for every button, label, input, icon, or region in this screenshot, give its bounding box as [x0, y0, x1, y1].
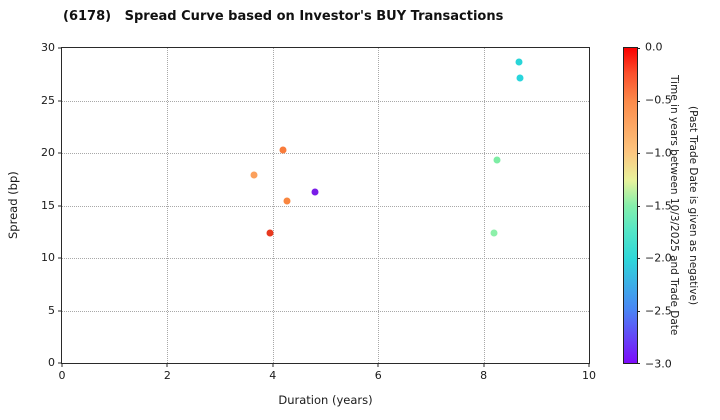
colorbar-tick-label: 0.0	[645, 40, 663, 54]
colorbar-tick-label: −2.0	[645, 251, 672, 265]
scatter-point	[515, 58, 523, 66]
colorbar-tick-mark	[637, 363, 640, 364]
x-tick-mark	[483, 363, 485, 367]
plot-area: 0 2 4 6 8 10 0 5 10 15 20 25 30	[41, 41, 596, 382]
colorbar-tick-mark	[637, 153, 640, 154]
colorbar-label-line2: (Past Trade Date is given as negative)	[687, 105, 699, 306]
colorbar-label-line1: Time in years between 10/3/2025 and Trad…	[668, 75, 680, 336]
colorbar-tick-mark	[637, 48, 640, 49]
x-tick-mark	[588, 363, 590, 367]
y-tick-label: 10	[41, 250, 55, 264]
y-tick-label: 20	[41, 145, 55, 159]
colorbar	[623, 47, 640, 364]
scatter-point	[311, 188, 319, 196]
colorbar-tick-label: −0.5	[645, 93, 672, 107]
colorbar-tick-mark	[637, 100, 640, 102]
y-tick-label: 5	[48, 303, 55, 317]
y-tick-label: 0	[48, 355, 55, 369]
y-tick-mark	[58, 310, 62, 311]
y-tick-mark	[58, 205, 62, 206]
colorbar-tick-mark	[637, 258, 640, 259]
scatter-point	[266, 229, 274, 237]
scatter-point	[516, 74, 524, 82]
y-tick-mark	[58, 152, 62, 154]
chart-title: (6178) Spread Curve based on Investor's …	[63, 9, 504, 24]
x-tick-mark	[61, 363, 63, 367]
colorbar-tick-label: −1.0	[645, 146, 672, 160]
x-axis-label: Duration (years)	[278, 393, 373, 407]
y-tick-mark	[58, 257, 62, 259]
x-tick-mark	[377, 363, 379, 367]
x-tick-label: 6	[374, 369, 382, 382]
x-tick-label: 4	[269, 369, 277, 382]
y-tick-label: 15	[41, 198, 55, 212]
colorbar-label: Time in years between 10/3/2025 and Trad…	[664, 47, 702, 364]
x-tick-label: 10	[582, 369, 596, 382]
x-tick-label: 2	[163, 369, 171, 382]
x-tick-mark	[272, 363, 274, 367]
colorbar-tick-mark	[637, 310, 640, 312]
x-tick-mark	[166, 363, 168, 367]
colorbar-tick-mark	[637, 205, 640, 207]
gridline-horizontal	[62, 310, 589, 312]
y-tick-mark	[58, 47, 62, 49]
y-tick-mark	[58, 100, 62, 101]
y-tick-mark	[58, 362, 62, 364]
scatter-point	[250, 171, 258, 179]
colorbar-tick-label: −2.5	[645, 304, 672, 318]
gridline-horizontal	[62, 205, 589, 207]
scatter-point	[279, 146, 287, 154]
scatter-point	[283, 197, 291, 205]
colorbar-tick-label: −3.0	[645, 357, 672, 371]
x-tick-label: 0	[58, 369, 66, 382]
y-tick-label: 30	[41, 40, 55, 54]
gridline-horizontal	[62, 153, 589, 154]
gridline-horizontal	[62, 258, 589, 259]
colorbar-tick-label: −1.5	[645, 199, 672, 212]
scatter-point	[490, 229, 498, 237]
y-tick-label: 25	[41, 93, 55, 107]
x-tick-label: 8	[480, 369, 488, 382]
y-axis-label: Spread (bp)	[6, 171, 20, 240]
gridline-horizontal	[62, 100, 589, 102]
scatter-point	[493, 156, 501, 164]
